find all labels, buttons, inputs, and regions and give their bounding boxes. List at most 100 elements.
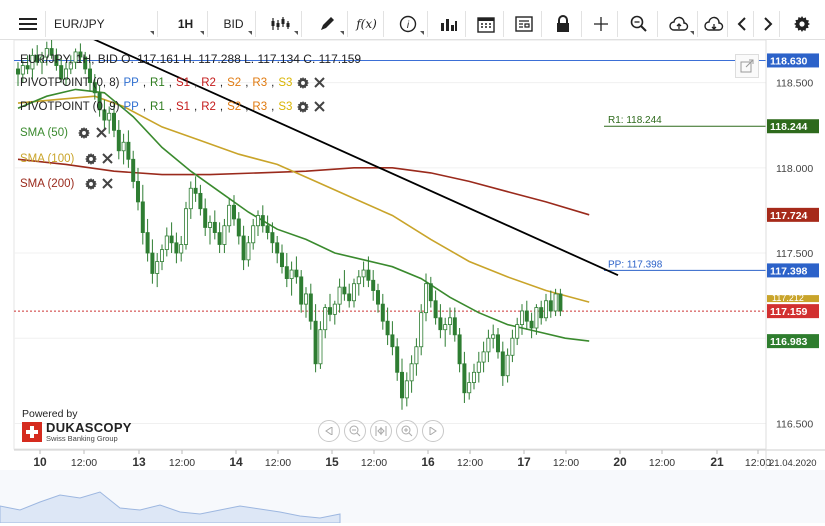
pivot-level-s1: S1 [175, 100, 191, 113]
sma200-settings-icon[interactable] [84, 177, 97, 190]
candle [308, 283, 313, 330]
end-date-label: 21.04.2020 [769, 458, 817, 469]
dropdown-caret-icon [248, 31, 252, 35]
candle [303, 287, 308, 318]
candle-body [385, 320, 390, 336]
nav-forward-button[interactable] [422, 420, 444, 442]
calendar-button[interactable] [468, 11, 504, 37]
pivot-levels: R1: 118.244 PP: 117.398 [14, 59, 766, 312]
pivot1-close-icon[interactable] [313, 76, 326, 89]
upload-button[interactable] [660, 11, 698, 37]
trendline-layer [8, 0, 619, 276]
pivot2-close-icon[interactable] [313, 100, 326, 113]
info-button[interactable]: i [388, 11, 428, 37]
candle-body [179, 244, 184, 254]
candle-body [88, 68, 93, 84]
x-tick-label: 12:00 [457, 457, 483, 469]
candle [140, 184, 145, 245]
candle [419, 304, 424, 356]
x-tick-label: 12:00 [361, 457, 387, 469]
candle-body [193, 187, 198, 194]
candle [83, 51, 88, 75]
y-tick-label: 117.500 [776, 248, 813, 260]
pivot-level-s3: S3 [278, 76, 293, 89]
scroll-right-button[interactable] [756, 11, 780, 37]
news-button[interactable] [506, 11, 542, 37]
price-side-selector[interactable]: BID [212, 11, 256, 37]
sma100-settings-icon[interactable] [84, 152, 97, 165]
bar-chart-icon [440, 19, 457, 31]
candle-body [313, 320, 318, 365]
candle-body [73, 51, 78, 63]
candle [539, 300, 544, 325]
candle [323, 304, 328, 339]
candle-body [265, 225, 270, 233]
crosshair-button[interactable] [584, 11, 618, 37]
candle-body [481, 351, 486, 363]
zoom-in-button[interactable] [396, 420, 418, 442]
menu-button[interactable] [10, 11, 46, 37]
zoom-out-icon [349, 425, 361, 437]
expand-icon [740, 59, 754, 73]
candle [544, 293, 549, 322]
pivot-legend-label: PIVOTPOINT (0, 9) [20, 100, 120, 113]
candle-body [289, 269, 294, 279]
zoom-out-button[interactable] [344, 420, 366, 442]
reset-view-button[interactable] [370, 420, 392, 442]
sma100-close-icon[interactable] [101, 152, 114, 165]
scroll-left-button[interactable] [730, 11, 754, 37]
fullscreen-button[interactable] [735, 54, 759, 78]
candle [236, 212, 241, 245]
candle-body [428, 283, 433, 302]
candle-body [121, 141, 126, 152]
candle-body [404, 380, 409, 399]
candle [102, 99, 107, 131]
lock-button[interactable] [544, 11, 582, 37]
navigator-area [0, 491, 341, 524]
candle-body [419, 312, 424, 348]
candle-body [414, 346, 419, 365]
timeframe-selector[interactable]: 1H [164, 11, 208, 37]
nav-back-button[interactable] [318, 420, 340, 442]
sma50-settings-icon[interactable] [78, 126, 91, 139]
sma200-tag-text: 117.724 [770, 210, 808, 222]
candle-body [438, 317, 443, 331]
pivot1-settings-icon[interactable] [296, 76, 309, 89]
pivot-level-r2: R2 [201, 100, 216, 113]
candle-body [251, 225, 256, 244]
info-icon: i [399, 15, 416, 33]
candle [505, 348, 510, 383]
triangle-right-icon [429, 427, 437, 435]
zoom-button[interactable] [620, 11, 658, 37]
candle-body [279, 252, 284, 268]
sma200-close-icon[interactable] [101, 177, 114, 190]
pivot-legend-label: PIVOTPOINT (0, 8) [20, 76, 120, 89]
settings-button[interactable] [788, 11, 816, 37]
candle [35, 45, 40, 66]
candle [260, 205, 265, 233]
pivot2-settings-icon[interactable] [296, 100, 309, 113]
sma50-close-icon[interactable] [95, 126, 108, 139]
sma200-label: SMA (200) [20, 177, 75, 190]
candle [145, 218, 150, 262]
candle-body [380, 303, 385, 322]
candle [548, 290, 553, 318]
indicators-button[interactable]: f(x) [350, 11, 384, 37]
download-button[interactable] [700, 11, 728, 37]
candle-body [83, 56, 88, 70]
candle [409, 355, 414, 393]
dropdown-caret-icon [294, 31, 298, 35]
chart-type-button[interactable] [258, 11, 302, 37]
volume-button[interactable] [432, 11, 466, 37]
candle-body [356, 276, 361, 285]
dropdown-caret-icon [200, 31, 204, 35]
candle [529, 312, 534, 339]
candle-body [135, 181, 140, 203]
sma50-label: SMA (50) [20, 126, 68, 139]
candle-body [112, 112, 117, 131]
drawing-tools-button[interactable] [306, 11, 348, 37]
symbol-selector[interactable]: EUR/JPY [48, 11, 158, 37]
pivot-level-r3: R3 [252, 100, 268, 113]
